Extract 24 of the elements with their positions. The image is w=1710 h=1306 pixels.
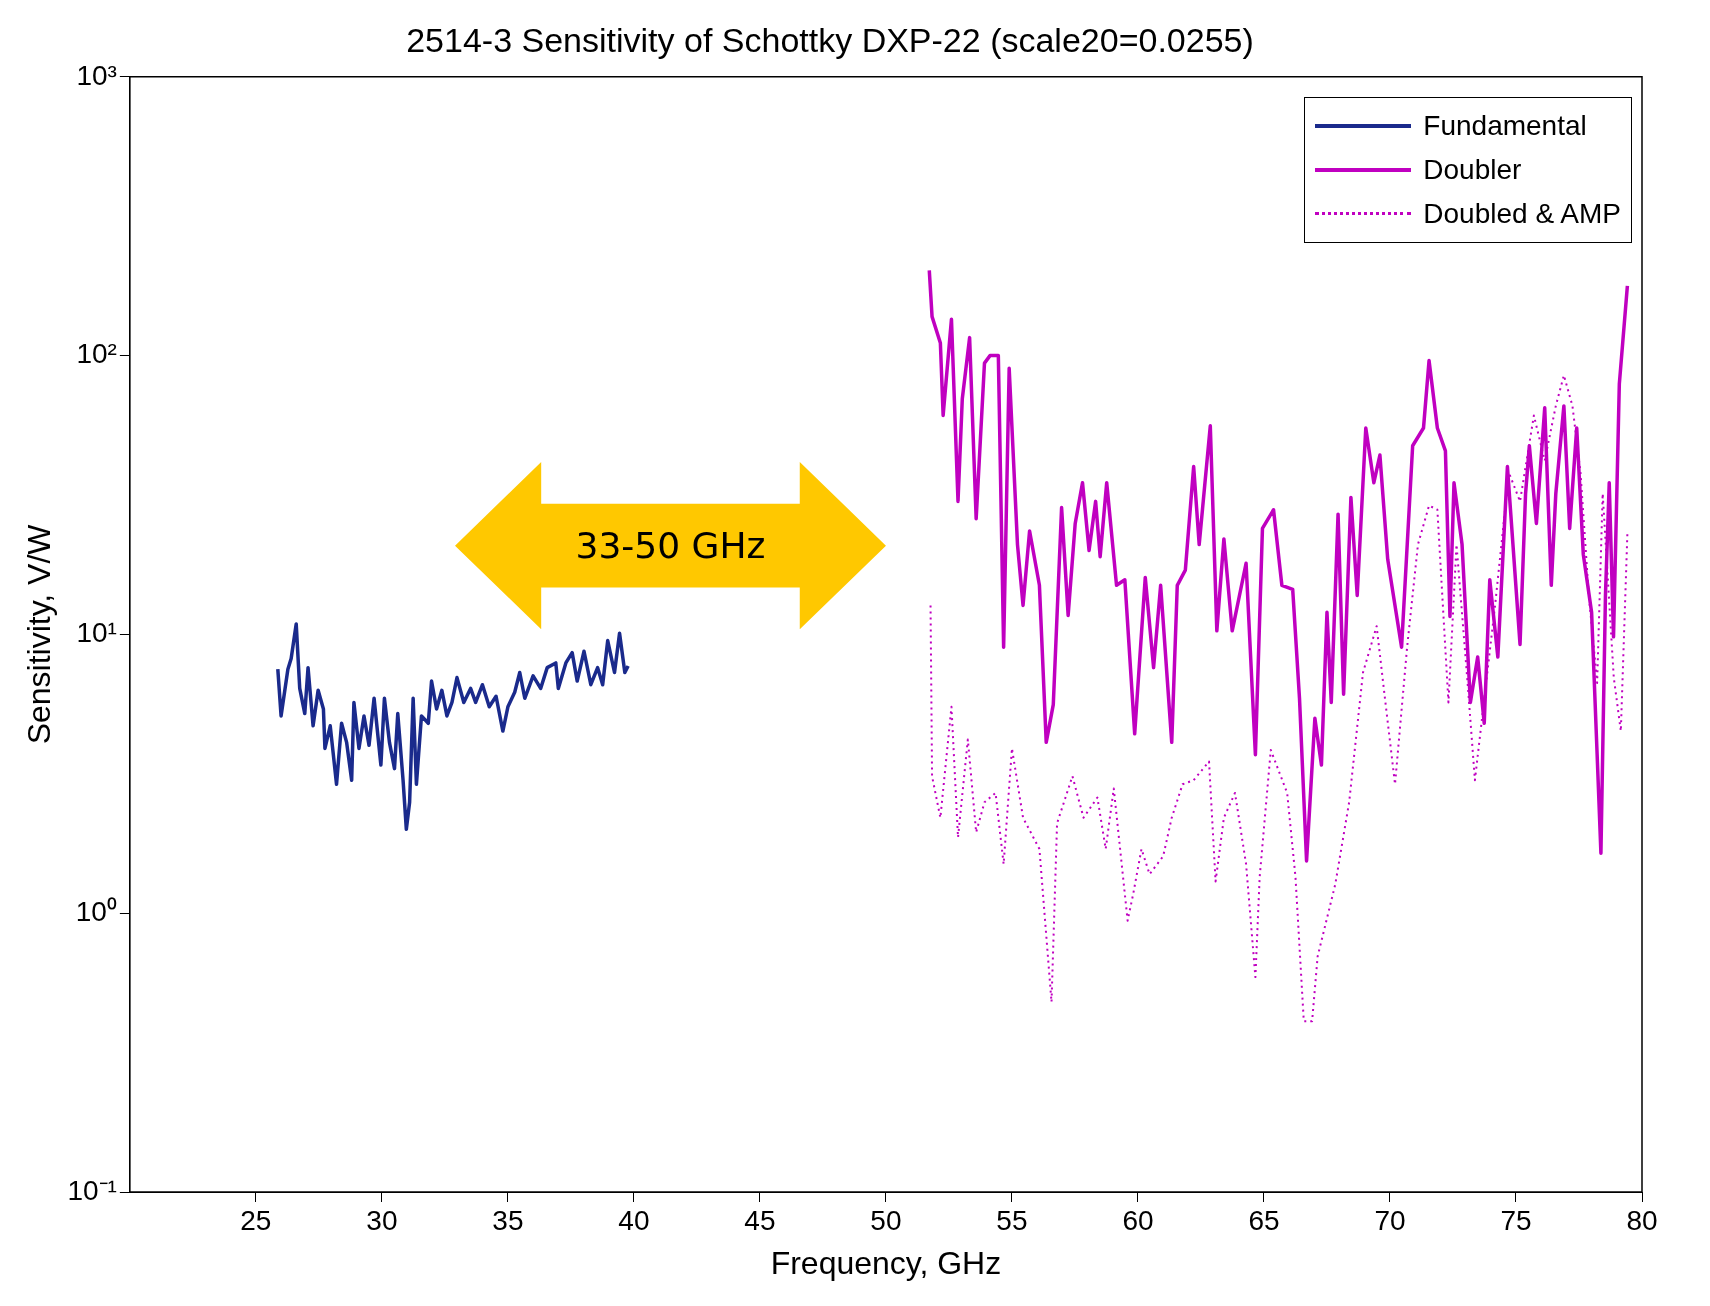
x-tick-label: 35	[492, 1204, 524, 1236]
chart-title: 2514-3 Sensitivity of Schottky DXP-22 (scale20=0.0255)	[406, 20, 1254, 59]
y-tick-label: 10³	[76, 59, 117, 91]
x-tick-label: 25	[240, 1204, 272, 1236]
legend-label: Doubled & AMP	[1423, 197, 1621, 230]
annotation: 33-50 GHz	[574, 524, 767, 566]
x-tick-label: 40	[618, 1204, 650, 1236]
x-tick-label: 60	[1122, 1204, 1154, 1236]
y-tick-label: 10¹	[76, 617, 117, 649]
y-tick-label: 10⁻¹	[67, 1174, 117, 1206]
y-tick-label: 10²	[76, 338, 117, 370]
x-tick-label: 65	[1248, 1204, 1280, 1236]
x-tick-label: 75	[1500, 1204, 1532, 1236]
x-axis-title: Frequency, GHz	[770, 1244, 1002, 1281]
x-tick-label: 55	[996, 1204, 1028, 1236]
x-tick-label: 50	[870, 1204, 902, 1236]
x-tick-label: 30	[366, 1204, 398, 1236]
legend-label: Fundamental	[1423, 109, 1587, 142]
x-tick-label: 80	[1626, 1204, 1658, 1236]
x-tick-label: 45	[744, 1204, 776, 1236]
y-tick-label: 10⁰	[75, 895, 117, 927]
legend-label: Doubler	[1423, 153, 1522, 186]
x-tick-label: 70	[1374, 1204, 1406, 1236]
y-axis-title: Sensitivity, V/W	[21, 523, 58, 745]
